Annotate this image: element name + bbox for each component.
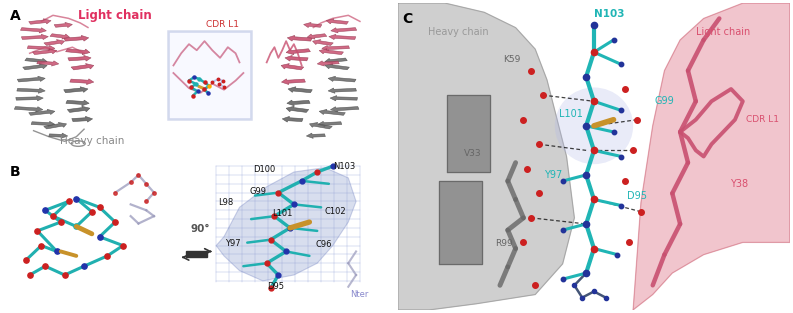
FancyArrow shape <box>317 61 339 66</box>
FancyArrow shape <box>36 61 59 66</box>
Text: Nter: Nter <box>351 290 369 299</box>
Text: Y97: Y97 <box>544 170 562 180</box>
Polygon shape <box>216 168 356 281</box>
FancyArrow shape <box>287 35 312 41</box>
FancyArrow shape <box>66 100 89 106</box>
FancyArrow shape <box>285 55 308 61</box>
FancyArrow shape <box>318 121 342 127</box>
Text: 90°: 90° <box>190 224 209 234</box>
FancyArrow shape <box>325 64 350 70</box>
Polygon shape <box>439 181 482 264</box>
Polygon shape <box>398 3 574 310</box>
FancyArrow shape <box>17 76 45 82</box>
FancyArrow shape <box>307 34 327 39</box>
FancyArrow shape <box>29 109 55 115</box>
Text: Y38: Y38 <box>730 179 748 189</box>
Text: C: C <box>402 12 412 26</box>
Ellipse shape <box>555 87 633 164</box>
Text: Light chain: Light chain <box>696 27 750 37</box>
Text: CDR L1: CDR L1 <box>746 115 779 124</box>
FancyArrow shape <box>44 122 67 129</box>
FancyArrow shape <box>304 22 322 28</box>
FancyArrow shape <box>64 35 89 41</box>
Polygon shape <box>633 3 790 310</box>
FancyArrow shape <box>328 76 356 82</box>
FancyArrow shape <box>29 19 51 24</box>
Text: D95: D95 <box>627 191 647 201</box>
FancyArrow shape <box>66 49 90 55</box>
FancyArrow shape <box>287 100 310 106</box>
FancyArrow shape <box>48 133 67 138</box>
FancyArrow shape <box>282 79 305 85</box>
Text: Y97: Y97 <box>225 239 241 248</box>
FancyArrow shape <box>331 106 359 112</box>
Text: Light chain: Light chain <box>79 9 152 22</box>
FancyArrow shape <box>306 133 325 138</box>
Text: Heavy chain: Heavy chain <box>428 27 489 37</box>
Text: B: B <box>10 165 21 179</box>
Text: G99: G99 <box>249 187 266 196</box>
FancyArrow shape <box>27 45 55 51</box>
FancyArrow shape <box>44 39 65 45</box>
FancyArrow shape <box>71 64 94 70</box>
FancyArrow shape <box>282 116 303 122</box>
FancyArrow shape <box>17 88 45 93</box>
FancyArrow shape <box>326 19 348 24</box>
FancyArrow shape <box>319 49 343 54</box>
FancyArrow shape <box>54 22 72 28</box>
FancyArrow shape <box>23 64 47 70</box>
FancyArrow shape <box>330 95 358 101</box>
Text: A: A <box>10 9 21 23</box>
Text: L98: L98 <box>218 198 233 207</box>
FancyArrow shape <box>33 49 57 54</box>
Text: CDR L1: CDR L1 <box>205 20 239 29</box>
FancyArrow shape <box>325 58 347 64</box>
FancyArrow shape <box>50 34 70 39</box>
FancyArrow shape <box>31 121 55 127</box>
Text: R99: R99 <box>495 239 513 249</box>
Bar <box>186 251 208 257</box>
Text: C96: C96 <box>316 240 331 249</box>
FancyArrow shape <box>331 28 357 33</box>
FancyArrow shape <box>286 106 308 112</box>
FancyArrow shape <box>288 87 312 93</box>
Text: D95: D95 <box>266 282 284 291</box>
FancyArrow shape <box>312 39 333 45</box>
FancyArrow shape <box>72 116 93 122</box>
Text: K59: K59 <box>503 55 520 64</box>
Polygon shape <box>447 95 490 172</box>
FancyArrow shape <box>328 88 356 93</box>
Text: D100: D100 <box>253 165 275 174</box>
FancyArrow shape <box>319 109 345 115</box>
FancyArrow shape <box>329 34 356 39</box>
FancyArrow shape <box>68 55 91 61</box>
FancyArrow shape <box>286 49 310 55</box>
FancyArrow shape <box>16 95 44 101</box>
Text: N103: N103 <box>595 9 625 19</box>
Text: G99: G99 <box>654 96 674 106</box>
Text: C102: C102 <box>325 207 347 216</box>
FancyArrow shape <box>322 45 350 51</box>
FancyArrow shape <box>25 58 47 64</box>
FancyArrow shape <box>14 106 43 112</box>
Text: L101: L101 <box>273 209 293 218</box>
FancyArrow shape <box>309 122 332 129</box>
FancyArrow shape <box>70 79 94 85</box>
Text: L101: L101 <box>558 109 582 119</box>
Text: N103: N103 <box>333 162 355 171</box>
FancyArrow shape <box>21 34 48 39</box>
Bar <box>167 30 251 119</box>
FancyArrow shape <box>281 64 304 70</box>
FancyArrow shape <box>21 28 46 33</box>
Text: Heavy chain: Heavy chain <box>59 136 124 146</box>
FancyArrow shape <box>63 87 88 93</box>
Text: V33: V33 <box>464 149 481 158</box>
FancyArrow shape <box>67 106 90 112</box>
